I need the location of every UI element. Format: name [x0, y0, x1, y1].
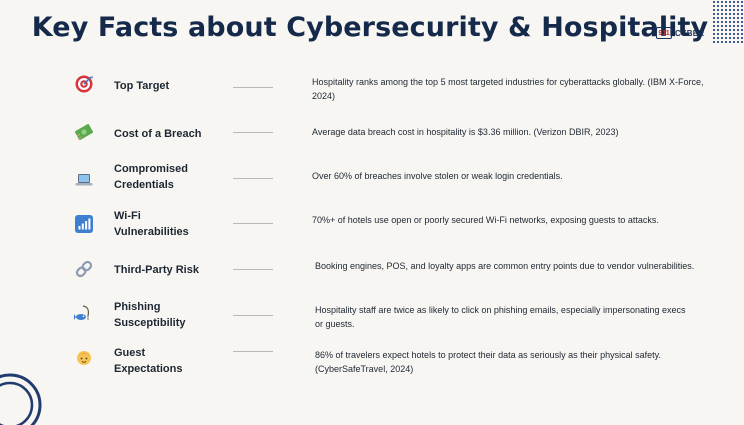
fact-label: Phishing Susceptibility — [114, 301, 186, 329]
divider — [233, 178, 273, 179]
divider — [233, 351, 273, 352]
target-icon — [74, 74, 94, 94]
divider — [233, 132, 273, 133]
dot-pattern-decoration — [712, 0, 744, 44]
fact-description: 70%+ of hotels use open or poorly secure… — [312, 215, 659, 225]
money-icon — [74, 122, 94, 142]
link-icon — [74, 259, 94, 279]
fact-description: 86% of travelers expect hotels to protec… — [315, 350, 662, 374]
brand-logo: 911 CYBER — [656, 26, 705, 40]
signal-icon — [74, 214, 94, 234]
page-title-text: Key Facts about Cybersecurity & Hospital… — [31, 12, 709, 43]
swirl-decoration — [0, 373, 42, 425]
fact-label: Cost of a Breach — [114, 128, 202, 140]
fact-label: Compromised Credentials — [114, 163, 188, 191]
fact-description: Over 60% of breaches involve stolen or w… — [312, 171, 563, 181]
divider — [233, 315, 273, 316]
fact-label: Third-Party Risk — [114, 264, 199, 276]
divider — [233, 87, 273, 88]
fact-description: Average data breach cost in hospitality … — [312, 127, 619, 137]
person-icon — [74, 348, 94, 368]
divider — [233, 269, 273, 270]
fact-label: Wi-Fi Vulnerabilities — [114, 210, 189, 238]
fact-description: Booking engines, POS, and loyalty apps a… — [315, 261, 695, 271]
divider — [233, 223, 273, 224]
fact-description: Hospitality ranks among the top 5 most t… — [312, 77, 704, 101]
logo-word: CYBER — [675, 28, 705, 38]
fishing-icon — [74, 304, 94, 324]
fact-label: Top Target — [114, 80, 170, 92]
fact-label: Guest Expectations — [114, 347, 183, 375]
logo-mark: 911 — [656, 27, 672, 39]
fact-description: Hospitality staff are twice as likely to… — [315, 305, 686, 329]
page-title: Key Facts about Cybersecurity & Hospital… — [0, 12, 744, 43]
laptop-icon — [74, 170, 94, 190]
